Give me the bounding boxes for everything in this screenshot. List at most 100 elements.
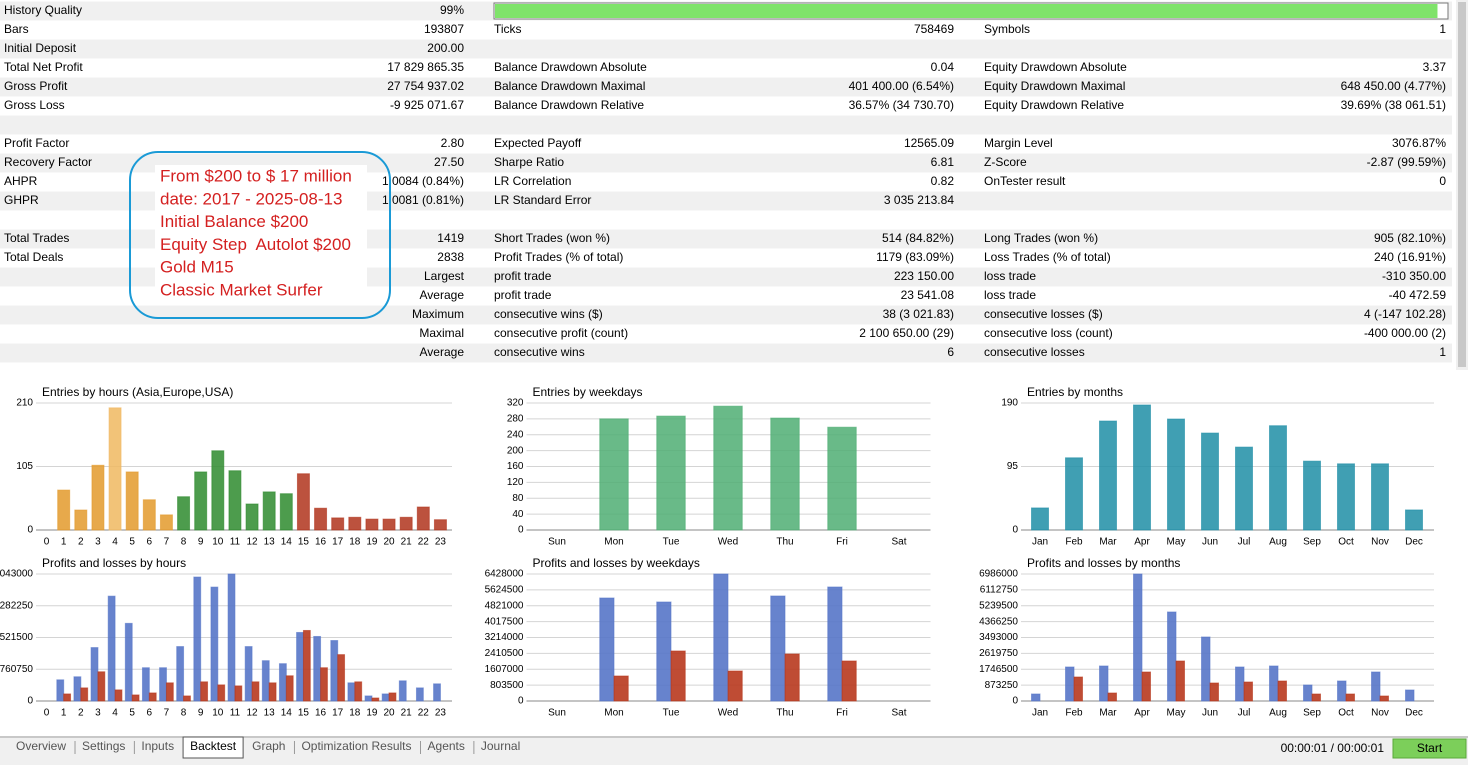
stat-label: Short Trades (won %): [494, 231, 610, 245]
bar: [234, 685, 243, 702]
stat-label: AHPR: [4, 174, 38, 188]
x-tick-label: Sat: [891, 537, 906, 548]
y-tick-label: 0: [27, 525, 33, 536]
stat-value: -9 925 071.67: [390, 98, 464, 112]
start-button-label[interactable]: Start: [1417, 741, 1443, 755]
tab[interactable]: Journal: [481, 739, 520, 753]
bar: [1337, 680, 1347, 702]
stat-value: -400 000.00 (2): [1364, 326, 1446, 340]
bar: [398, 680, 407, 702]
start-button[interactable]: [1392, 738, 1467, 759]
tab[interactable]: Graph: [252, 739, 285, 753]
stat-label: loss trade: [984, 269, 1036, 283]
scroll-thumb: [1458, 2, 1466, 367]
stat-label: Ticks: [494, 22, 522, 36]
stat-value: Average: [420, 288, 465, 302]
stat-value: -2.87 (99.59%): [1367, 155, 1446, 169]
row-background: [0, 39, 1452, 59]
stat-label: Initial Deposit: [4, 41, 77, 55]
x-tick-label: 13: [264, 537, 276, 548]
stat-label: Long Trades (won %): [984, 231, 1098, 245]
x-tick-label: 5: [129, 537, 135, 548]
bar: [1065, 457, 1083, 531]
bar: [713, 405, 743, 531]
x-tick-label: Oct: [1338, 537, 1354, 548]
tab[interactable]: Inputs: [141, 739, 174, 753]
bar: [1311, 693, 1321, 702]
bar: [159, 514, 173, 531]
tab[interactable]: Overview: [16, 739, 66, 753]
y-tick-label: 873250: [985, 680, 1019, 691]
x-tick-label: Dec: [1405, 708, 1423, 719]
x-tick-label: 11: [230, 708, 241, 719]
chart-title: Profits and losses by hours: [42, 556, 186, 570]
stat-value: 0.82: [931, 174, 955, 188]
bar: [1337, 463, 1355, 531]
tab[interactable]: Settings: [82, 739, 125, 753]
x-tick-label: Feb: [1065, 537, 1083, 548]
charts: Entries by hours (Asia,Europe,USA)010521…: [0, 385, 1434, 719]
bar: [1201, 432, 1219, 531]
x-tick-label: Thu: [776, 537, 793, 548]
active-tab[interactable]: [182, 736, 244, 759]
bar: [302, 629, 311, 702]
bar: [388, 692, 397, 702]
x-tick-label: Wed: [718, 708, 738, 719]
tab[interactable]: Optimization Results: [301, 739, 411, 753]
y-tick-label: 80: [512, 493, 524, 504]
stat-value: Largest: [424, 269, 465, 283]
x-tick-label: Tue: [663, 708, 680, 719]
stat-label: loss trade: [984, 288, 1036, 302]
bar: [73, 676, 82, 702]
x-tick-label: 22: [418, 537, 430, 548]
bar: [262, 491, 276, 531]
stat-value: 1179 (83.09%): [876, 250, 954, 264]
y-tick-label: 1607000: [485, 664, 524, 675]
stat-value: 23 541.08: [901, 288, 955, 302]
x-tick-label: Fri: [836, 708, 848, 719]
y-tick-label: 760750: [0, 664, 33, 675]
y-tick-label: 160: [507, 461, 524, 472]
bar: [1175, 660, 1185, 702]
bar: [314, 507, 328, 531]
stat-value: 99%: [440, 3, 464, 17]
x-tick-label: 23: [435, 708, 447, 719]
bar: [296, 631, 304, 702]
tab[interactable]: Agents: [428, 739, 465, 753]
tab-bar: [0, 736, 1468, 765]
stat-value: 1.0081 (0.81%): [382, 193, 464, 207]
annotation-line: Initial Balance $200: [160, 212, 308, 231]
bar: [433, 519, 447, 531]
bar: [148, 692, 157, 702]
bar: [56, 679, 65, 702]
bar: [1133, 404, 1151, 531]
x-tick-label: 7: [164, 537, 170, 548]
bar: [416, 506, 430, 531]
stat-value: 2838: [437, 250, 464, 264]
row-background: [0, 77, 1452, 97]
bar: [159, 667, 167, 702]
tab[interactable]: Backtest: [190, 739, 237, 753]
bar: [97, 671, 106, 702]
x-tick-label: 2: [78, 708, 84, 719]
bar: [382, 518, 396, 531]
bar: [1235, 666, 1245, 702]
bar: [1133, 573, 1143, 702]
bar: [1031, 507, 1049, 531]
stat-label: Total Net Profit: [4, 60, 83, 74]
bar: [365, 518, 379, 531]
x-tick-label: 7: [164, 708, 170, 719]
bar: [142, 499, 156, 531]
bar: [1269, 665, 1279, 702]
bar: [1277, 680, 1287, 702]
x-tick-label: 15: [298, 708, 310, 719]
y-tick-label: 210: [16, 398, 33, 409]
bar: [320, 667, 328, 702]
stat-label: consecutive losses: [984, 345, 1085, 359]
bar: [1371, 671, 1381, 702]
bar: [1405, 689, 1415, 702]
bar: [261, 660, 270, 702]
bar: [131, 694, 140, 702]
y-tick-label: 5624500: [485, 585, 524, 596]
y-tick-label: 0: [518, 525, 524, 536]
